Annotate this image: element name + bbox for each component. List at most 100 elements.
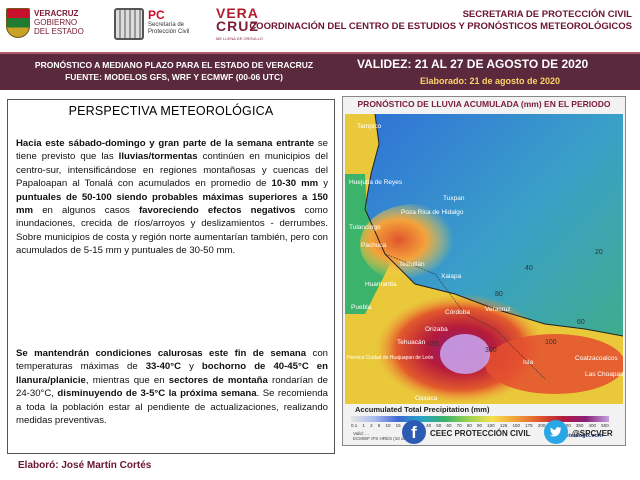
legend-source-2: ECMWF IFS HRES (10 days) (353, 436, 413, 441)
legend-tick: 0.1 (351, 423, 358, 428)
city-label-pachuca: Pachuca (361, 242, 387, 249)
forecast-banner: PRONÓSTICO A MEDIANO PLAZO PARA EL ESTAD… (0, 52, 640, 90)
contour-label: 40 (525, 265, 533, 272)
building-icon (114, 8, 144, 40)
header-line1: SECRETARIA DE PROTECCIÓN CIVIL (462, 9, 632, 20)
outlook-paragraph-heat: Se mantendrán condiciones calurosas este… (16, 347, 328, 427)
legend-tick: 175 (525, 423, 533, 428)
city-label-coatza: Coatzacoalcos (575, 355, 618, 362)
contour-label: 100 (545, 339, 557, 346)
legend-title: Accumulated Total Precipitation (mm) (355, 405, 490, 414)
city-label-pozarica: Poza Rica de Hidalgo (401, 209, 464, 216)
legend-colorbar (351, 416, 609, 422)
map-title: PRONÓSTICO DE LLUVIA ACUMULADA (mm) EN E… (357, 99, 611, 109)
legend-tick: 150 (512, 423, 521, 428)
logo-veracruz-line1: VERACRUZ (34, 9, 79, 18)
meteologix-logo: meteologix.com (561, 433, 603, 439)
p1-run: como inundaciones, crecida de ríos/arroy… (16, 205, 328, 257)
legend-tick: 50 (436, 423, 442, 428)
city-label-tuxpan: Tuxpan (443, 195, 465, 202)
proteccion-civil-logo: PC Secretaría de Protección Civil (114, 6, 208, 44)
legend-tick: 10 (385, 423, 391, 428)
legend-tick: 300 (563, 423, 571, 428)
contour-label: 20 (595, 249, 603, 256)
p2-run: Se mantendrán condiciones calurosas este… (16, 348, 307, 359)
p2-run: bochorno de 40-45°C en llanura/planicie (16, 361, 328, 386)
legend-tick: 200 (537, 423, 546, 428)
facebook-icon[interactable]: f (402, 420, 426, 444)
legend-tick: 5 (377, 423, 381, 428)
city-label-isla: Isla (523, 359, 534, 366)
brand-tagline: ME LLENA DE ORGULLO (216, 36, 263, 41)
header-line2: COORDINACIÓN DEL CENTRO DE ESTUDIOS Y PR… (249, 21, 632, 32)
p2-run: rondarían de 24-30°C, (16, 374, 328, 400)
legend-tick: 60 (446, 423, 452, 428)
p1-run: en algunos casos (33, 205, 139, 217)
panel-title: PERSPECTIVA METEOROLÓGICA (68, 104, 274, 118)
legend-tick: 70 (456, 423, 462, 428)
city-label-veracruz: Veracruz (485, 306, 511, 313)
legend-tick: 1 (362, 423, 365, 428)
legend-tick: 40 (426, 423, 432, 428)
logo-pc-acronym: PC (148, 8, 165, 22)
outlook-paragraph-rain: Hacia este sábado-domingo y gran parte d… (16, 137, 328, 258)
rain-hotspot-north (360, 204, 470, 284)
p1-run: 10-30 mm (271, 178, 319, 190)
p1-run: continúen en municipios del centro-sur, … (16, 151, 328, 190)
legend-tick: 15 (395, 423, 401, 428)
legend-tick: 350 (575, 423, 584, 428)
twitter-icon[interactable] (544, 420, 568, 444)
banner-source: FUENTE: MODELOS GFS, WRF Y ECMWF (00-06 … (65, 72, 283, 82)
logo-pc-line1: Secretaría de (148, 22, 185, 28)
city-label-xalapa: Xalapa (441, 273, 462, 280)
contour-label: 80 (495, 291, 503, 298)
p1-run: se tiene previsto que las (16, 138, 328, 163)
facebook-handle[interactable]: CEEC PROTECCIÓN CIVIL (430, 429, 531, 438)
p1-run: y (318, 178, 329, 190)
brand-line2: CRUZ (216, 18, 259, 34)
city-label-orizaba: Orizaba (425, 326, 448, 333)
twitter-handle[interactable]: @SPCVER (572, 429, 613, 438)
legend-source-1: Valid: ... (353, 431, 369, 436)
precipitation-map: Tampico Huejutla de Reyes Poza Rica de Hid… (345, 114, 623, 404)
rain-max-area (440, 334, 490, 374)
map-legend: Accumulated Total Precipitation (mm) 0.1… (347, 405, 621, 445)
brand-line1: VERA (216, 5, 259, 21)
author-credit: Elaboró: José Martín Cortés (18, 460, 152, 471)
banner-title: PRONÓSTICO A MEDIANO PLAZO PARA EL ESTAD… (34, 60, 314, 70)
city-label-huejutla: Huejutla de Reyes (349, 179, 403, 186)
p1-run: lluvias/tormentas (118, 151, 198, 163)
legend-tick: 90 (476, 423, 482, 428)
legend-tick: 80 (466, 423, 472, 428)
validity-period: VALIDEZ: 21 AL 27 DE AGOSTO DE 2020 (357, 57, 589, 71)
logo-pc-line2: Protección Civil (148, 29, 190, 35)
city-label-puebla: Puebla (351, 304, 372, 311)
city-labels: Tampico Huejutla de Reyes Poza Rica de Hid… (347, 123, 623, 402)
p2-run: y (181, 361, 202, 373)
legend-tick: 125 (499, 423, 508, 428)
rain-hotspot-southeast (485, 334, 623, 394)
legend-tick: 500 (601, 423, 609, 428)
legend-tick: 100 (487, 423, 495, 428)
precipitation-map-panel: PRONÓSTICO DE LLUVIA ACUMULADA (mm) EN E… (342, 96, 626, 446)
city-label-choapas: Las Choapas (585, 371, 623, 378)
contour-label: <55 (427, 341, 439, 348)
city-label-tulancingo: Tulancingo (349, 224, 381, 231)
logo-veracruz-line2: GOBIERNO (34, 18, 78, 27)
legend-ticks: 0.11251015203040506070809010012515017520… (351, 423, 609, 428)
legend-tick: 400 (588, 423, 597, 428)
legend-tick: 2 (370, 423, 373, 428)
city-label-huajuapan: Heroica Ciudad de Huajuapan de León (347, 355, 434, 361)
city-label-cordoba: Córdoba (445, 309, 470, 316)
p2-run: . Se recomienda a toda la población esta… (16, 388, 328, 427)
p1-run: favoreciendo efectos negativos (138, 205, 296, 217)
city-label-tehuacan: Tehuacán (397, 339, 426, 346)
p1-run: Hacia este sábado-domingo y gran parte d… (16, 138, 315, 149)
p1-run: puntuales de 50-100 siendo probables máx… (16, 191, 328, 217)
header: VERACRUZ GOBIERNO DEL ESTADO PC Secretar… (0, 0, 640, 48)
veracruz-brand-logo: VERA CRUZ ME LLENA DE ORGULLO (216, 6, 276, 44)
state-border (384, 253, 546, 380)
header-title: SECRETARIA DE PROTECCIÓN CIVIL COORDINAC… (249, 9, 632, 33)
coat-of-arms-icon (6, 8, 30, 38)
p2-run: , mientras que en (85, 374, 169, 386)
